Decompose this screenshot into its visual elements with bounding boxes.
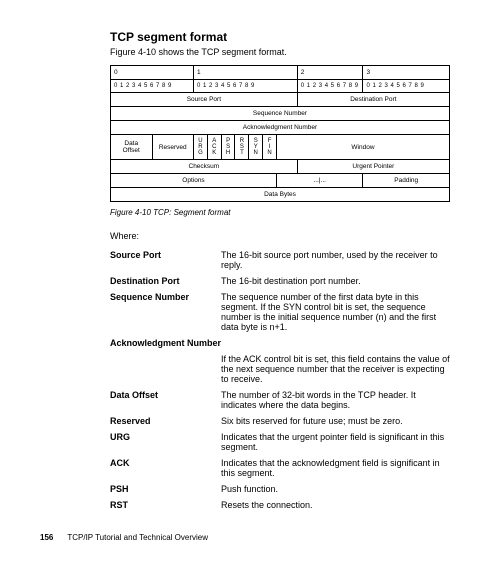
row-options: Options ...|... Padding <box>111 174 450 188</box>
field-reserved: Reserved <box>152 135 194 160</box>
field-window: Window <box>276 135 449 160</box>
def-desc: Resets the connection. <box>221 497 450 513</box>
def-desc: Indicates that the acknowledgment field … <box>221 455 450 481</box>
intro-text: Figure 4-10 shows the TCP segment format… <box>110 47 450 57</box>
field-source-port: Source Port <box>111 93 298 107</box>
flag-rst: RST <box>235 135 249 160</box>
def-desc: The 16-bit destination port number. <box>221 273 450 289</box>
flag-urg: URG <box>194 135 208 160</box>
row-data: Data Bytes <box>111 188 450 202</box>
def-term: Data Offset <box>110 387 221 413</box>
figure-caption: Figure 4-10 TCP: Segment format <box>110 208 450 217</box>
byte-3: 3 <box>363 66 450 80</box>
section-title: TCP segment format <box>110 30 450 44</box>
def-desc: The sequence number of the first data by… <box>221 289 450 335</box>
def-term: Destination Port <box>110 273 221 289</box>
field-data-bytes: Data Bytes <box>111 188 450 202</box>
field-ack-num: Acknowledgment Number <box>111 121 450 135</box>
def-desc: If the ACK control bit is set, this fiel… <box>221 351 450 387</box>
flag-fin: FIN <box>263 135 277 160</box>
bit-row: 0 1 2 3 4 5 6 7 8 9 0 1 2 3 4 5 6 7 8 9 … <box>111 80 450 93</box>
field-checksum: Checksum <box>111 160 298 174</box>
page-number: 156 <box>40 533 53 542</box>
flag-ack: ACK <box>207 135 221 160</box>
flag-syn: SYN <box>249 135 263 160</box>
def-term: Sequence Number <box>110 289 221 335</box>
def-desc: Six bits reserved for future use; must b… <box>221 413 450 429</box>
byte-header-row: 0 1 2 3 <box>111 66 450 80</box>
row-ports: Source Port Destination Port <box>111 93 450 107</box>
def-desc: The number of 32-bit words in the TCP he… <box>221 387 450 413</box>
def-desc: The 16-bit source port number, used by t… <box>221 247 450 273</box>
byte-2: 2 <box>297 66 363 80</box>
def-term: Source Port <box>110 247 221 273</box>
field-options-sep: ...|... <box>276 174 362 188</box>
def-term: Acknowledgment Number <box>110 335 450 351</box>
where-label: Where: <box>110 231 450 241</box>
byte-0: 0 <box>111 66 194 80</box>
page-footer: 156 TCP/IP Tutorial and Technical Overvie… <box>40 533 450 542</box>
def-term: RST <box>110 497 221 513</box>
row-checksum: Checksum Urgent Pointer <box>111 160 450 174</box>
def-term: ACK <box>110 455 221 481</box>
row-seq: Sequence Number <box>111 107 450 121</box>
bits-1: 0 1 2 3 4 5 6 7 8 9 <box>194 80 298 93</box>
footer-title: TCP/IP Tutorial and Technical Overview <box>67 533 208 542</box>
field-urgent-pointer: Urgent Pointer <box>297 160 449 174</box>
def-term: PSH <box>110 481 221 497</box>
field-padding: Padding <box>363 174 450 188</box>
tcp-segment-diagram: 0 1 2 3 0 1 2 3 4 5 6 7 8 9 0 1 2 3 4 5 … <box>110 65 450 202</box>
def-term: Reserved <box>110 413 221 429</box>
field-dest-port: Destination Port <box>297 93 449 107</box>
bits-0: 0 1 2 3 4 5 6 7 8 9 <box>111 80 194 93</box>
def-term: URG <box>110 429 221 455</box>
field-seq-num: Sequence Number <box>111 107 450 121</box>
bits-2: 0 1 2 3 4 5 6 7 8 9 <box>297 80 363 93</box>
def-desc: Indicates that the urgent pointer field … <box>221 429 450 455</box>
row-ack: Acknowledgment Number <box>111 121 450 135</box>
row-flags: DataOffset Reserved URG ACK PSH RST SYN … <box>111 135 450 160</box>
definitions-table: Source PortThe 16-bit source port number… <box>110 247 450 513</box>
byte-1: 1 <box>194 66 298 80</box>
diagram-container: 0 1 2 3 0 1 2 3 4 5 6 7 8 9 0 1 2 3 4 5 … <box>110 65 450 202</box>
field-options: Options <box>111 174 277 188</box>
field-data-offset: DataOffset <box>111 135 153 160</box>
bits-3: 0 1 2 3 4 5 6 7 8 9 <box>363 80 450 93</box>
def-desc: Push function. <box>221 481 450 497</box>
flag-psh: PSH <box>221 135 235 160</box>
